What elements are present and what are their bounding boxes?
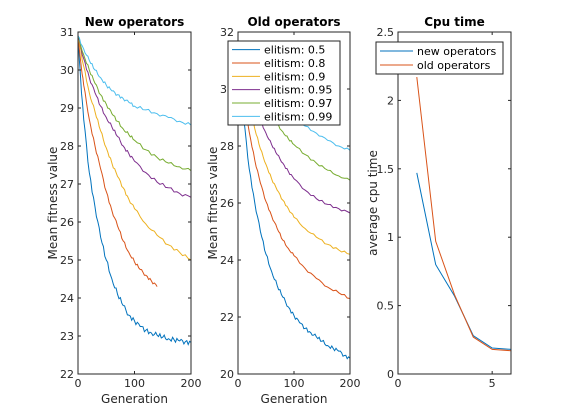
x-axis-label: Generation xyxy=(261,392,328,406)
series-line-3 xyxy=(78,35,191,261)
series-line-1 xyxy=(238,51,350,360)
y-tick-label: 0 xyxy=(387,368,394,381)
chart-title: Cpu time xyxy=(424,15,485,29)
legend-box xyxy=(375,41,504,75)
y-tick-label: 26 xyxy=(220,197,234,210)
x-tick-label: 200 xyxy=(340,377,361,390)
panel-cpu-time: 0 0.5 1 1.5 2 2.5 0 5 Cpu time average cpu time ne… xyxy=(366,15,512,390)
series-line-6 xyxy=(78,35,191,126)
y-tick-label: 26 xyxy=(60,216,74,229)
x-tick-label: 100 xyxy=(124,377,145,390)
y-axis-label: Mean fitness value xyxy=(46,147,60,260)
series-line-2 xyxy=(416,77,511,352)
y-tick-label: 28 xyxy=(60,140,74,153)
x-tick-label: 200 xyxy=(181,377,202,390)
legend-entry: elitism: 0.97 xyxy=(264,97,332,110)
legend-entry: elitism: 0.8 xyxy=(264,57,325,70)
legend-entry: old operators xyxy=(417,59,491,72)
y-tick-label: 2 xyxy=(387,94,394,107)
axes-frame xyxy=(397,31,512,375)
legend-entry: elitism: 0.5 xyxy=(264,44,325,57)
y-axis-label: Mean fitness value xyxy=(206,147,220,260)
x-tick-label: 0 xyxy=(235,377,242,390)
y-tick-label: 23 xyxy=(60,330,74,343)
chart-title: New operators xyxy=(85,15,184,29)
y-tick-label: 20 xyxy=(220,368,234,381)
y-tick-label: 1 xyxy=(387,231,394,244)
legend-entry: elitism: 0.95 xyxy=(264,84,332,97)
series-line-2 xyxy=(238,51,350,299)
series-line-5 xyxy=(78,35,191,172)
y-tick-label: 32 xyxy=(220,26,234,39)
y-tick-label: 22 xyxy=(220,311,234,324)
x-axis-label: Generation xyxy=(101,392,168,406)
y-tick-label: 1.5 xyxy=(377,163,395,176)
y-tick-label: 25 xyxy=(60,254,74,267)
y-tick-label: 22 xyxy=(60,368,74,381)
plot-area xyxy=(78,32,191,374)
legend-entry: elitism: 0.99 xyxy=(264,110,332,123)
series-line-4 xyxy=(78,35,191,198)
x-tick-label: 0 xyxy=(75,377,82,390)
x-tick-label: 0 xyxy=(395,377,402,390)
y-tick-label: 24 xyxy=(220,254,234,267)
panel-new-operators: 22 23 24 25 26 27 28 29 30 31 0 100 200 New operators… xyxy=(46,15,202,406)
y-tick-label: 27 xyxy=(60,178,74,191)
legend-entry: elitism: 0.9 xyxy=(264,70,325,83)
x-tick-label: 5 xyxy=(489,377,496,390)
y-tick-label: 31 xyxy=(60,26,74,39)
legend-entry: new operators xyxy=(417,45,497,58)
y-tick-label: 24 xyxy=(60,292,74,305)
legend-box xyxy=(227,40,341,126)
x-tick-label: 100 xyxy=(284,377,305,390)
y-tick-label: 2.5 xyxy=(377,26,395,39)
plot-area xyxy=(398,32,511,374)
y-tick-label: 28 xyxy=(220,140,234,153)
series-line-1 xyxy=(78,35,191,346)
y-tick-label: 0.5 xyxy=(377,300,395,313)
series-line-2 xyxy=(78,35,158,287)
chart-title: Old operators xyxy=(247,15,340,29)
y-axis-label: average cpu time xyxy=(366,150,380,256)
y-tick-label: 29 xyxy=(60,102,74,115)
y-tick-label: 30 xyxy=(60,64,74,77)
